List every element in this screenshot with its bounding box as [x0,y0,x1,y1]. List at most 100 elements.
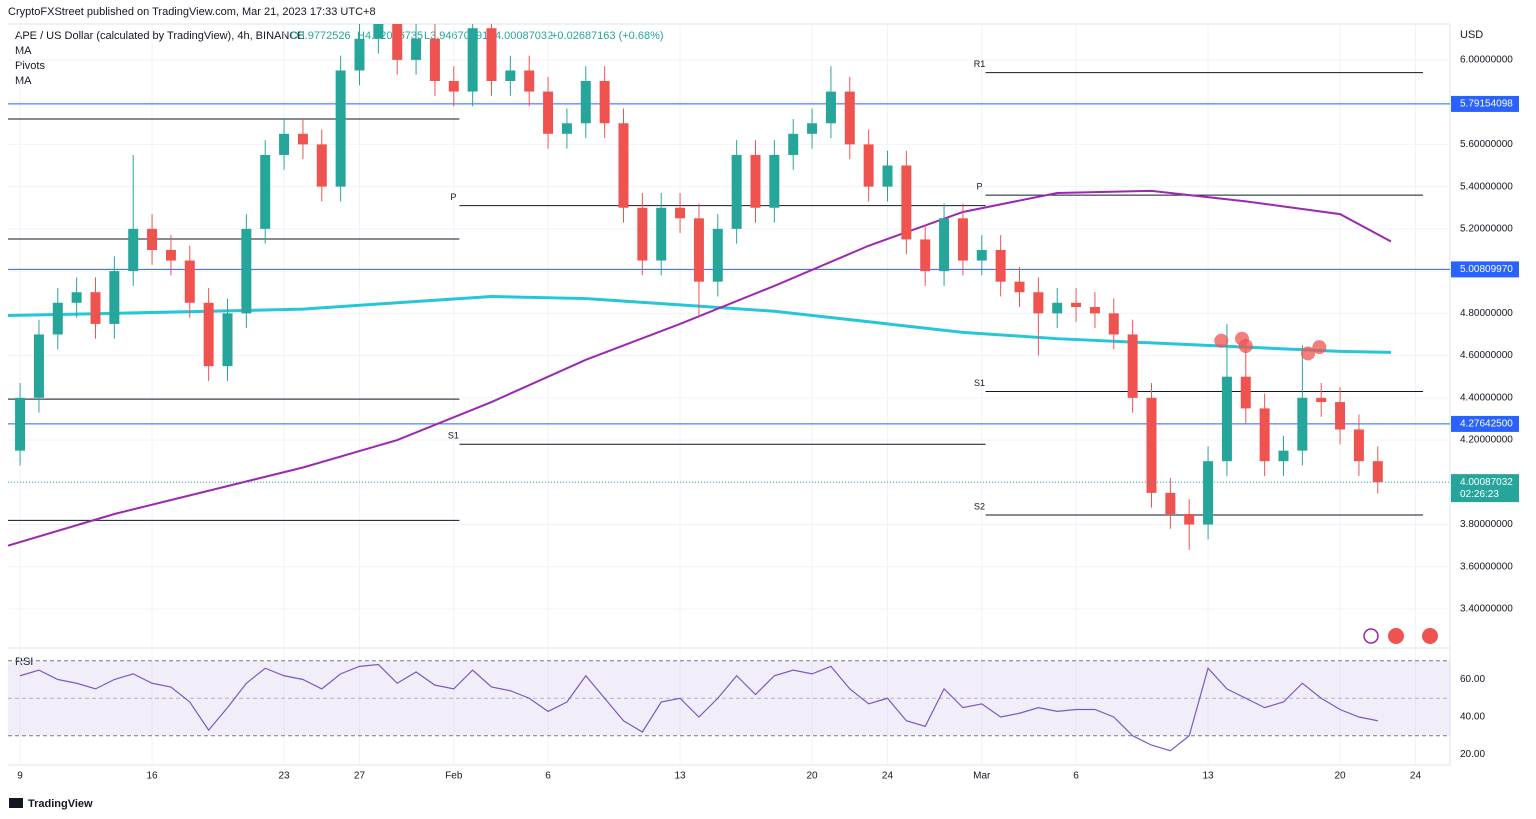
countdown-label: 02:26:23 [1460,489,1499,500]
candle-body [1033,292,1044,314]
candle-body [1372,461,1383,483]
published-note: CryptoFXStreet published on TradingView.… [8,6,376,18]
candle-body [901,165,912,240]
candle-body [1353,429,1364,462]
candle-body [731,154,742,229]
candle-body [769,154,780,208]
candle-body [297,133,308,145]
candle-body [354,38,365,71]
candle-body [147,228,158,250]
candle-body [844,91,855,145]
x-tick-label: 6 [545,771,551,782]
x-tick-label: Feb [445,771,463,782]
y-tick-label: 3.80000000 [1460,519,1513,530]
candle-body [90,292,101,324]
candle-body [1335,402,1346,430]
candle-body [1221,376,1232,462]
pivot-label: P [977,181,983,191]
y-tick-label: 4.20000000 [1460,435,1513,446]
candle-body [429,38,440,82]
quote-close: C4.00087032 [487,30,553,42]
y-tick-label: 3.40000000 [1460,604,1513,615]
pattern-marker [1301,346,1316,361]
x-tick-label: 23 [279,771,291,782]
candle-body [128,228,139,272]
footer-brand: TradingView [28,798,93,810]
candle-body [392,24,403,60]
candle-body [580,81,591,124]
x-tick-label: 16 [147,771,159,782]
candle-body [712,228,723,282]
x-tick-label: 20 [807,771,819,782]
pivot-label: R1 [974,59,986,69]
candle-body [656,207,667,261]
pivot-label: S1 [974,378,985,388]
candle-body [675,207,686,219]
y-tick-label: 5.60000000 [1460,139,1513,150]
x-tick-label: 9 [17,771,23,782]
x-tick-label: 13 [1203,771,1215,782]
candle-body [15,397,26,451]
candle-body [1014,281,1025,293]
last-price-label: 4.00087032 [1460,477,1513,488]
last-price-tag [1451,474,1519,503]
candle-body [1184,513,1195,525]
candle-body [486,28,497,82]
candle-body [882,165,893,187]
candle-body [184,260,195,303]
candle-body [279,133,290,155]
candle-body [543,91,554,134]
quote-change: +0.02687163 (+0.68%) [551,30,664,42]
candle-body [1071,302,1082,308]
pivot-label: S1 [448,431,459,441]
candle-body [222,313,233,367]
x-tick-label: 6 [1073,771,1079,782]
level-label: 5.00809970 [1460,264,1513,275]
x-tick-label: 27 [354,771,366,782]
candle-body [750,154,761,208]
candle-body [863,144,874,187]
level-label: 4.27642500 [1460,419,1513,430]
candle-body [1089,307,1100,314]
candle-body [505,70,516,82]
candle-body [1297,397,1308,451]
moving-average [8,294,1392,354]
x-tick-label: 13 [675,771,687,782]
x-tick-label: 24 [882,771,894,782]
y-tick-label: 5.40000000 [1460,181,1513,192]
candle-body [71,292,82,303]
level-tag [1451,95,1519,112]
candle-body [1165,492,1176,514]
y-tick-label: 5.20000000 [1460,224,1513,235]
x-tick-label: Mar [973,771,991,782]
rsi-tick-label: 60.00 [1460,674,1485,685]
candle-body [825,91,836,124]
pattern-marker [1238,339,1253,354]
candle-body [995,249,1006,282]
candle-body [1240,376,1251,409]
level-tag [1451,261,1519,278]
y-tick-label: 3.60000000 [1460,561,1513,572]
candle-body [1259,408,1270,462]
candle-body [599,81,610,124]
pattern-marker [1312,340,1327,355]
rsi-tick-label: 20.00 [1460,749,1485,760]
y-tick-label: 4.80000000 [1460,308,1513,319]
candle-body [467,28,478,92]
candle-body [618,123,629,208]
candle-body [203,302,214,367]
candle-body [693,218,704,282]
candle-body [637,207,648,261]
indicator-label: MA [15,75,32,87]
candle-body [33,334,44,398]
symbol-title: APE / US Dollar (calculated by TradingVi… [15,30,305,42]
brand-logo [9,798,23,808]
price-pane [8,24,1450,650]
pivot-label: S2 [974,501,985,511]
candle-body [411,38,422,60]
level-label: 5.79154098 [1460,99,1513,110]
candle-body [1052,302,1063,314]
rsi-tick-label: 40.00 [1460,712,1485,723]
candle-body [1316,397,1327,403]
candle-body [524,70,535,92]
